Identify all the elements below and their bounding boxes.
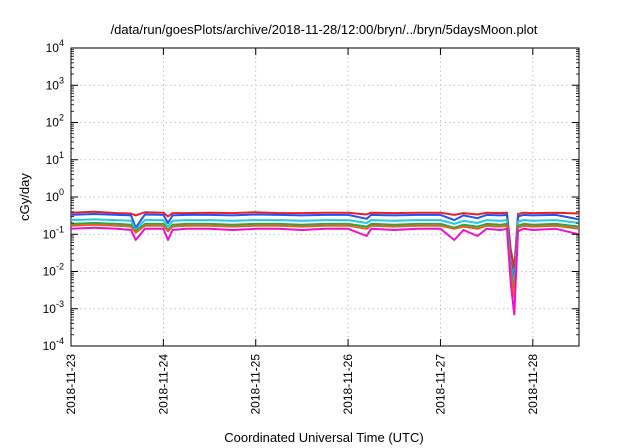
series-line-1 <box>70 210 580 270</box>
series-group <box>70 210 580 316</box>
plot-area <box>70 47 580 347</box>
x-tick-label: 2018-11-23 <box>64 354 78 415</box>
series-line-6 <box>70 226 580 316</box>
series-line-4 <box>70 222 580 292</box>
x-tick-label: 2018-11-26 <box>341 354 355 415</box>
y-tick-label: 103 <box>46 75 64 92</box>
y-tick-label: 101 <box>46 150 64 167</box>
y-tick-label: 102 <box>46 113 64 130</box>
chart-title: /data/run/goesPlots/archive/2018-11-28/1… <box>111 22 538 37</box>
x-tick-label: 2018-11-25 <box>249 354 263 415</box>
y-tick-label: 10-2 <box>43 262 64 279</box>
y-tick-label: 10-4 <box>43 336 64 353</box>
y-axis-label: cGy/day <box>17 173 32 221</box>
x-axis: 2018-11-23 2018-11-24 2018-11-25 2018-11-26… <box>64 48 540 415</box>
y-tick-label: 10-1 <box>43 224 64 241</box>
series-line-5 <box>70 223 580 299</box>
y-tick-label: 104 <box>46 38 64 55</box>
x-tick-label: 2018-11-24 <box>156 354 170 415</box>
grid <box>71 48 579 346</box>
x-tick-label: 2018-11-27 <box>433 354 447 415</box>
y-tick-label: 100 <box>46 187 64 204</box>
x-tick-label: 2018-11-28 <box>526 354 540 415</box>
y-axis: 10-4 10-3 10-2 10-1 100 101 102 103 104 <box>43 38 579 353</box>
x-axis-label: Coordinated Universal Time (UTC) <box>224 430 423 445</box>
y-tick-label: 10-3 <box>43 299 64 316</box>
